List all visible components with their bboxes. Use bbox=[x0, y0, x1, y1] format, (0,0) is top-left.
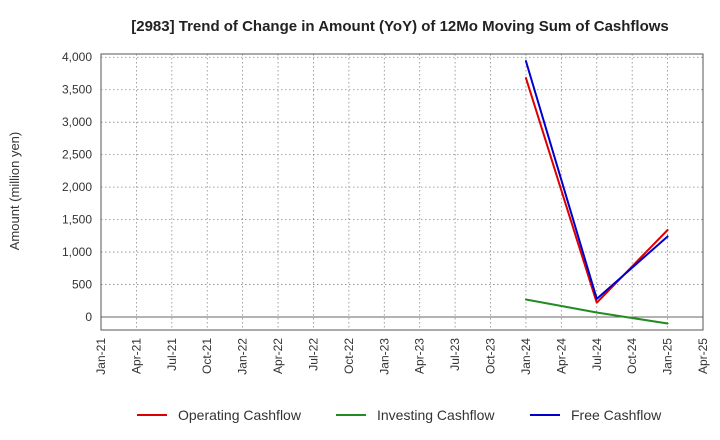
grid bbox=[101, 54, 703, 330]
y-axis-label: Amount (million yen) bbox=[7, 132, 22, 251]
plot-frame bbox=[100, 53, 704, 331]
x-tick-label: Jul-23 bbox=[448, 338, 462, 371]
x-tick-label: Oct-23 bbox=[484, 338, 498, 374]
legend-label-free-cashflow: Free Cashflow bbox=[571, 407, 662, 423]
y-tick-label: 4,000 bbox=[62, 50, 92, 64]
x-tick-label: Jan-25 bbox=[661, 338, 675, 375]
legend: Operating Cashflow Investing Cashflow Free… bbox=[137, 407, 662, 423]
x-tick-label: Jan-22 bbox=[236, 338, 250, 375]
x-tick-label: Oct-24 bbox=[625, 338, 639, 374]
y-tick-label: 1,000 bbox=[62, 245, 92, 259]
x-tick-label: Jul-21 bbox=[165, 338, 179, 371]
y-tick-label: 1,500 bbox=[62, 213, 92, 227]
x-tick-label: Jul-22 bbox=[306, 338, 320, 371]
x-tick-label: Apr-25 bbox=[696, 338, 710, 374]
x-tick-label: Jan-21 bbox=[94, 338, 108, 375]
y-tick-label: 2,000 bbox=[62, 180, 92, 194]
y-tick-label: 3,500 bbox=[62, 83, 92, 97]
x-tick-label: Oct-21 bbox=[200, 338, 214, 374]
x-tick-label: Jul-24 bbox=[590, 338, 604, 371]
series-lines bbox=[524, 60, 669, 325]
x-tick-label: Apr-23 bbox=[413, 338, 427, 374]
y-tick-label: 0 bbox=[85, 310, 92, 324]
legend-label-investing-cashflow: Investing Cashflow bbox=[377, 407, 495, 423]
x-tick-label: Apr-24 bbox=[554, 338, 568, 374]
legend-label-operating-cashflow: Operating Cashflow bbox=[178, 407, 302, 423]
axes: Jan-21 Apr-21 Jul-21 Oct-21 Jan-22 Apr-22 Jul-… bbox=[62, 50, 710, 374]
investing-cashflow-line bbox=[524, 298, 669, 325]
y-tick-label: 3,000 bbox=[62, 115, 92, 129]
x-tick-label: Jan-23 bbox=[377, 338, 391, 375]
chart-title: [2983] Trend of Change in Amount (YoY) o… bbox=[131, 18, 669, 35]
x-tick-label: Oct-22 bbox=[342, 338, 356, 374]
x-tick-label: Apr-21 bbox=[129, 338, 143, 374]
x-tick-label: Apr-22 bbox=[271, 338, 285, 374]
y-tick-label: 2,500 bbox=[62, 148, 92, 162]
y-tick-label: 500 bbox=[72, 278, 92, 292]
operating-cashflow-line bbox=[524, 77, 669, 304]
free-cashflow-line bbox=[524, 60, 669, 300]
x-tick-label: Jan-24 bbox=[519, 338, 533, 375]
